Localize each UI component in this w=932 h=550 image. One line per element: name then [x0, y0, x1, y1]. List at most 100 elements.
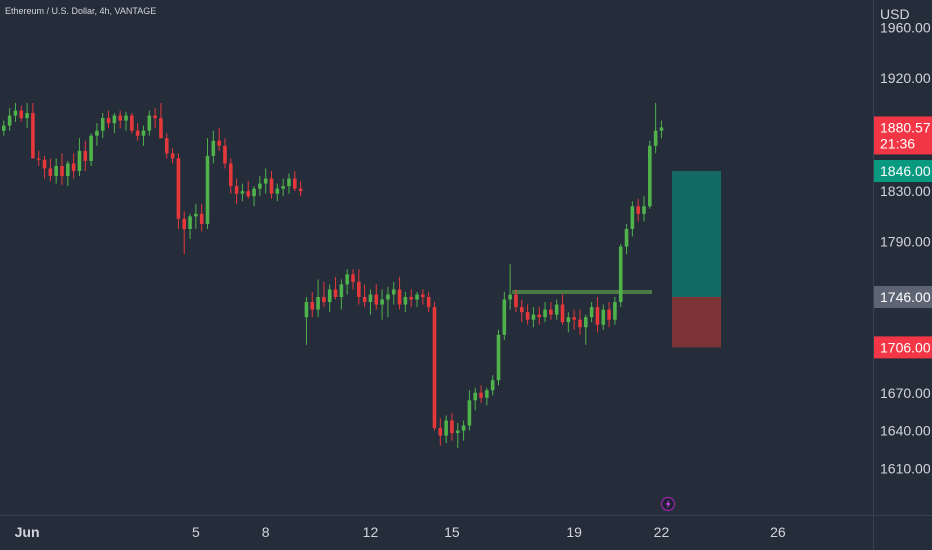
- candle[interactable]: [13, 102, 18, 122]
- candle[interactable]: [525, 304, 530, 325]
- candle[interactable]: [188, 213, 192, 240]
- candle[interactable]: [269, 171, 274, 199]
- date-tick-label[interactable]: Jun: [15, 524, 40, 540]
- price-axis-labels[interactable]: 1960.00 1920.00 1830.00 1790.00 1670.00 1640.…: [880, 19, 931, 476]
- price-tick-label[interactable]: 1670.00: [880, 385, 931, 401]
- candle[interactable]: [234, 178, 239, 204]
- candle[interactable]: [147, 110, 152, 136]
- date-tick-label[interactable]: 22: [654, 524, 670, 540]
- position-tool[interactable]: [672, 171, 721, 348]
- candle[interactable]: [182, 211, 187, 255]
- date-tick-label[interactable]: 5: [192, 524, 200, 540]
- candle[interactable]: [601, 304, 606, 330]
- candle[interactable]: [60, 153, 64, 185]
- candle[interactable]: [479, 385, 483, 403]
- candle[interactable]: [322, 281, 326, 308]
- candle[interactable]: [7, 108, 12, 131]
- candle[interactable]: [339, 279, 344, 310]
- price-tick-label[interactable]: 1830.00: [880, 183, 931, 199]
- candle[interactable]: [630, 201, 635, 237]
- candle[interactable]: [461, 420, 466, 441]
- candle[interactable]: [316, 279, 320, 318]
- candle[interactable]: [211, 130, 216, 164]
- price-tick-label[interactable]: 1610.00: [880, 460, 931, 476]
- candle[interactable]: [176, 153, 181, 229]
- candle[interactable]: [613, 297, 617, 325]
- candle[interactable]: [444, 415, 448, 444]
- candle[interactable]: [589, 302, 594, 323]
- candle[interactable]: [327, 284, 332, 313]
- candle[interactable]: [164, 133, 169, 159]
- candle[interactable]: [19, 105, 24, 122]
- candle[interactable]: [403, 291, 408, 313]
- candle[interactable]: [263, 168, 268, 194]
- candle[interactable]: [560, 294, 565, 325]
- candle[interactable]: [252, 186, 256, 207]
- price-tick-label[interactable]: 1790.00: [880, 234, 931, 250]
- candle[interactable]: [584, 314, 588, 345]
- candle[interactable]: [83, 140, 88, 171]
- candle[interactable]: [95, 123, 99, 146]
- candle[interactable]: [421, 289, 425, 305]
- candle[interactable]: [496, 329, 501, 386]
- candle[interactable]: [159, 102, 163, 139]
- candle[interactable]: [642, 196, 646, 222]
- candle[interactable]: [246, 181, 251, 199]
- candle[interactable]: [304, 297, 309, 345]
- candle[interactable]: [298, 181, 303, 197]
- candle[interactable]: [258, 176, 262, 197]
- candle[interactable]: [106, 110, 111, 129]
- candle[interactable]: [636, 198, 640, 222]
- candle[interactable]: [473, 387, 478, 411]
- candle[interactable]: [228, 158, 233, 194]
- candle[interactable]: [31, 102, 35, 159]
- symbol-title[interactable]: Ethereum / U.S. Dollar, 4h, VANTAGE: [5, 6, 157, 16]
- candle[interactable]: [380, 289, 384, 320]
- price-tick-label[interactable]: 1960.00: [880, 19, 931, 35]
- candle[interactable]: [66, 160, 70, 187]
- candle[interactable]: [566, 312, 571, 333]
- candle[interactable]: [333, 276, 338, 300]
- candle[interactable]: [357, 269, 361, 305]
- candle[interactable]: [281, 178, 285, 197]
- candle[interactable]: [618, 244, 623, 308]
- date-tick-label[interactable]: 19: [566, 524, 582, 540]
- candle[interactable]: [554, 299, 559, 320]
- lightning-icon[interactable]: [660, 496, 676, 512]
- candle[interactable]: [194, 203, 198, 229]
- candle[interactable]: [2, 120, 6, 136]
- candle[interactable]: [391, 281, 396, 305]
- date-tick-label[interactable]: 8: [262, 524, 270, 540]
- candle[interactable]: [455, 423, 460, 449]
- candle[interactable]: [572, 309, 576, 330]
- candle[interactable]: [54, 158, 58, 184]
- candle[interactable]: [287, 173, 291, 194]
- candle[interactable]: [42, 155, 47, 179]
- candle[interactable]: [607, 302, 611, 328]
- candle[interactable]: [77, 138, 82, 177]
- candle[interactable]: [124, 111, 128, 131]
- candle[interactable]: [130, 113, 134, 134]
- candle[interactable]: [595, 297, 600, 333]
- candle[interactable]: [71, 153, 76, 179]
- date-tick-label[interactable]: 12: [363, 524, 379, 540]
- candle[interactable]: [36, 150, 41, 166]
- candle[interactable]: [450, 412, 454, 441]
- candle[interactable]: [293, 171, 297, 192]
- candle[interactable]: [351, 269, 355, 290]
- candle[interactable]: [653, 102, 658, 154]
- candle[interactable]: [170, 148, 175, 164]
- candle[interactable]: [519, 299, 524, 323]
- candle[interactable]: [467, 390, 472, 431]
- candle[interactable]: [25, 102, 29, 129]
- candle[interactable]: [409, 289, 413, 308]
- time-axis-labels[interactable]: Jun 5 8 12 15 19 22 26: [15, 524, 786, 540]
- currency-label[interactable]: USD: [880, 6, 910, 22]
- candle[interactable]: [415, 291, 419, 308]
- target-zone[interactable]: [672, 171, 721, 297]
- candle[interactable]: [514, 289, 518, 313]
- candle[interactable]: [240, 183, 245, 202]
- candle[interactable]: [141, 125, 146, 146]
- candle[interactable]: [502, 291, 507, 340]
